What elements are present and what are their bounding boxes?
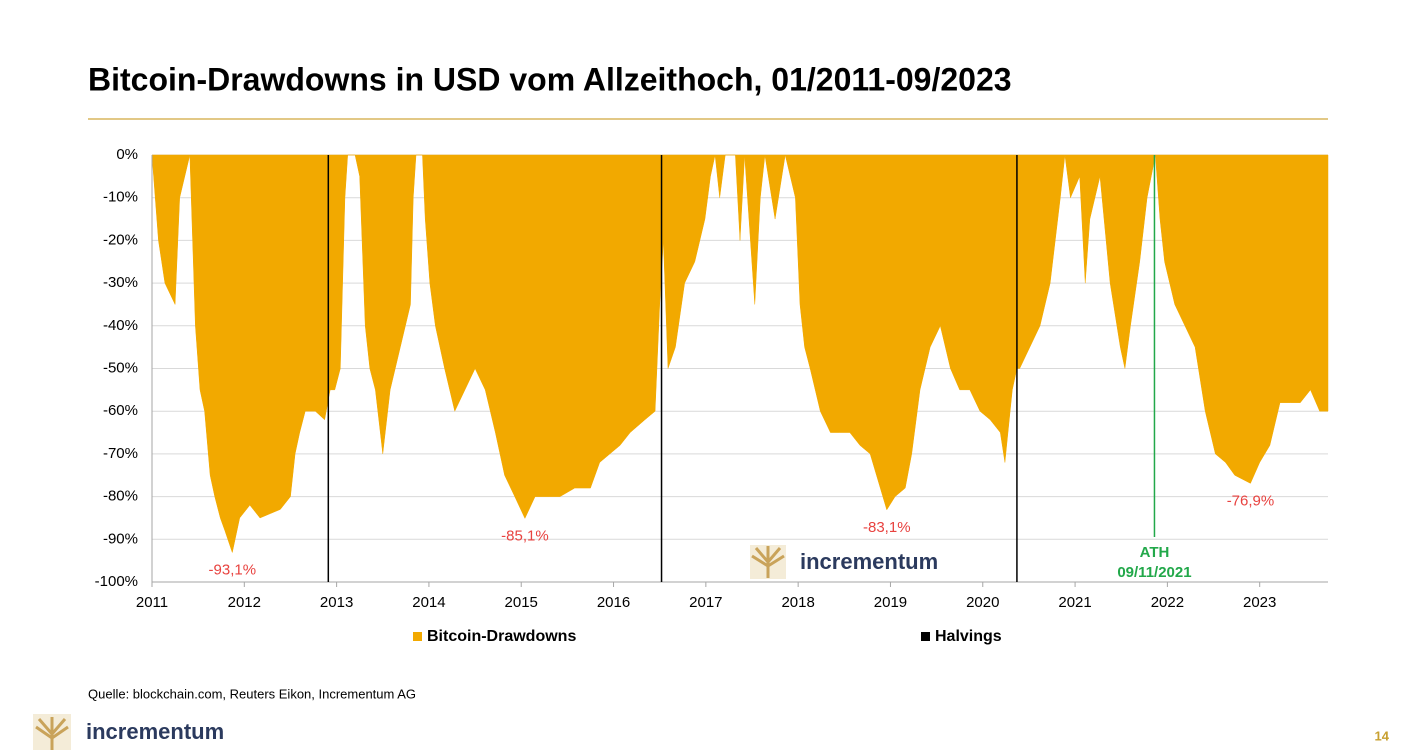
y-tick-label: -80%	[103, 488, 138, 505]
y-tick-label: -30%	[103, 274, 138, 291]
y-tick-label: -20%	[103, 231, 138, 248]
x-tick-label: 2022	[1151, 594, 1184, 611]
ath-label: ATH	[1140, 544, 1170, 561]
trough-label: -85,1%	[501, 527, 549, 544]
plot: 0% -10% -20% -30% -40% -50% -60% -70% -80% -90% -1…	[95, 146, 1329, 611]
page-number: 14	[1375, 728, 1390, 743]
x-tick-label: 2020	[966, 594, 999, 611]
x-tick-label: 2021	[1058, 594, 1091, 611]
logo-text: incrementum	[800, 549, 938, 574]
x-tick-label: 2013	[320, 594, 353, 611]
legend-swatch	[413, 632, 422, 641]
x-tick-label: 2011	[136, 594, 168, 611]
logo-tree	[751, 546, 785, 578]
x-tick-label: 2018	[781, 594, 814, 611]
y-tick-label: -10%	[103, 189, 138, 206]
footer-logo: incrementum	[33, 714, 224, 750]
x-tick-label: 2015	[505, 594, 538, 611]
legend-label: Bitcoin-Drawdowns	[427, 628, 576, 645]
legend-label: Halvings	[935, 628, 1002, 645]
y-tick-label: -40%	[103, 317, 138, 334]
logo-tree	[35, 717, 69, 750]
y-tick-label: -90%	[103, 530, 138, 547]
y-tick-label: -70%	[103, 445, 138, 462]
x-tick-label: 2023	[1243, 594, 1276, 611]
trough-label: -93,1%	[209, 562, 257, 579]
y-tick-label: -100%	[95, 573, 138, 590]
trough-label: -76,9%	[1227, 492, 1275, 509]
chart-title: Bitcoin-Drawdowns in USD vom Allzeithoch…	[88, 61, 1012, 97]
x-tick-label: 2014	[412, 594, 445, 611]
y-tick-label: -60%	[103, 402, 138, 419]
x-tick-label: 2019	[874, 594, 907, 611]
watermark-logo: incrementum	[750, 545, 938, 579]
y-tick-label: -50%	[103, 359, 138, 376]
ath-date: 09/11/2021	[1117, 564, 1191, 581]
logo-text: incrementum	[86, 719, 224, 744]
trough-label: -83,1%	[863, 519, 911, 536]
x-tick-label: 2017	[689, 594, 722, 611]
legend: Bitcoin-Drawdowns Halvings	[413, 628, 1002, 645]
source: Quelle: blockchain.com, Reuters Eikon, I…	[88, 686, 416, 701]
legend-swatch	[921, 632, 930, 641]
x-tick-label: 2012	[228, 594, 261, 611]
y-tick-label: 0%	[116, 146, 138, 163]
x-tick-label: 2016	[597, 594, 630, 611]
